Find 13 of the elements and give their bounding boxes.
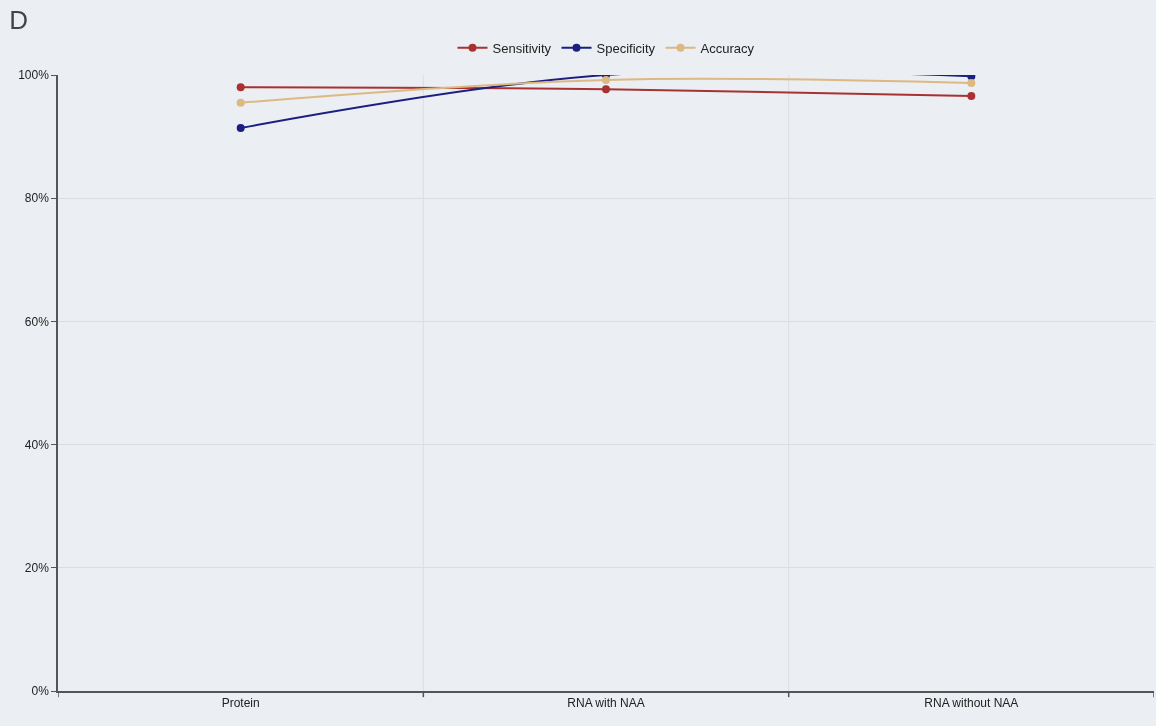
chart-title: D (9, 5, 29, 36)
legend-label: Accuracy (700, 40, 755, 56)
y-tick-label: 0% (31, 684, 50, 699)
y-tick-label: 20% (24, 561, 50, 575)
y-tick-label: 40% (24, 437, 50, 452)
y-tick-label: 60% (24, 314, 50, 329)
legend-label: Specificity (596, 40, 656, 56)
legend-label: Sensitivity (492, 40, 552, 56)
y-tick-label: 80% (24, 191, 50, 206)
x-tick-label: RNA with NAA (567, 696, 645, 711)
x-tick-label: RNA without NAA (924, 696, 1019, 711)
x-tick-label: Protein (221, 696, 260, 711)
y-tick-label: 100% (18, 68, 50, 83)
